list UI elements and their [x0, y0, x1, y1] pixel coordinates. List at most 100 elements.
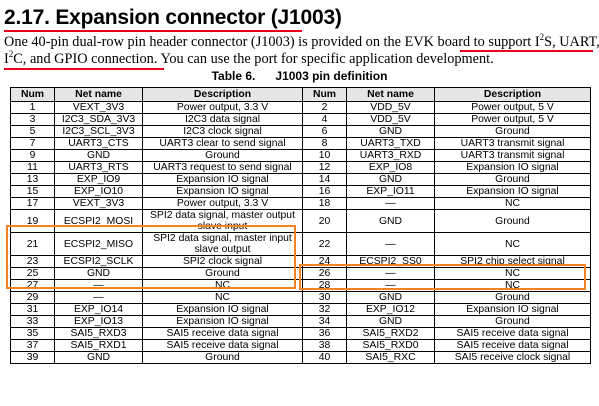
highlight-box-spi-left: [6, 225, 296, 289]
paragraph-line-1: One 40-pin dual-row pin header connector…: [4, 32, 599, 51]
net-name-cell: GND: [346, 291, 435, 304]
pin-num-cell: 14: [302, 173, 347, 186]
pin-num-cell: 3: [10, 113, 55, 126]
paragraph-underline-2: [4, 68, 164, 70]
net-name-cell: —: [346, 232, 435, 256]
table-row: 39 GND Ground 40 SAI5_RXC SAI5 receive clock …: [10, 351, 591, 364]
table-row: 29— NC 30 GND Ground: [10, 291, 591, 304]
table-row: 9 GND Ground 10 UART3_RXD UART3 transmit sign…: [10, 149, 591, 162]
table-row: 15 EXP_IO10 Expansion IO signal 16 EXP_IO11 E…: [10, 185, 591, 198]
description-cell: Expansion IO signal: [434, 303, 591, 316]
description-cell: NC: [142, 291, 303, 304]
section-title: Expansion connector (J1003): [55, 6, 342, 29]
net-name-cell: GND: [346, 315, 435, 328]
pin-num-cell: 1: [10, 101, 55, 114]
pin-num-cell: 22: [302, 232, 347, 256]
pin-num-cell: 8: [302, 137, 347, 150]
pin-num-cell: 12: [302, 161, 347, 174]
table-row: 13 EXP_IO9 Expansion IO signal 14 GND Ground: [10, 173, 591, 186]
highlight-box-spi-right: [299, 264, 586, 290]
net-name-cell: EXP_IO10: [54, 185, 143, 198]
pin-num-cell: 16: [302, 185, 347, 198]
description-cell: Expansion IO signal: [142, 303, 303, 316]
description-cell: Ground: [434, 125, 591, 138]
description-cell: Power output, 3.3 V: [142, 197, 303, 210]
net-name-cell: EXP_IO11: [346, 185, 435, 198]
net-name-cell: GND: [346, 173, 435, 186]
table-row: 33 EXP_IO13 Expansion IO signal 34 GND Ground: [10, 315, 591, 328]
description-cell: Ground: [142, 351, 303, 364]
description-cell: Expansion IO signal: [142, 315, 303, 328]
description-cell: SPI2 data signal, master input slave out…: [142, 232, 303, 256]
heading-underline: [4, 30, 302, 32]
net-name-cell: VEXT_3V3: [54, 197, 143, 210]
pin-num-cell: 33: [10, 315, 55, 328]
table-row: 35 SAI5_RXD3 SAI5 receive data signal 36 SAI…: [10, 327, 591, 340]
table-caption: Table 6. J1003 pin definition: [211, 69, 388, 83]
pin-num-cell: 38: [302, 339, 347, 352]
net-name-cell: —: [346, 197, 435, 210]
description-cell: SAI5 receive data signal: [142, 327, 303, 340]
description-cell: UART3 request to send signal: [142, 161, 303, 174]
net-name-cell: SAI5_RXD0: [346, 339, 435, 352]
description-cell: UART3 clear to send signal: [142, 137, 303, 150]
description-cell: Expansion IO signal: [142, 173, 303, 186]
net-name-cell: SAI5_RXD3: [54, 327, 143, 340]
net-name-cell: UART3_RXD: [346, 149, 435, 162]
net-name-cell: SAI5_RXD2: [346, 327, 435, 340]
net-name-cell: EXP_IO14: [54, 303, 143, 316]
pin-definition-table: Num Net name Description Num Net name Descrip…: [10, 87, 591, 364]
pin-num-cell: 10: [302, 149, 347, 162]
pin-num-cell: 18: [302, 197, 347, 210]
pin-num-cell: 29: [10, 291, 55, 304]
pin-num-cell: 15: [10, 185, 55, 198]
paragraph-underline-1: [460, 50, 593, 52]
pin-num-cell: 9: [10, 149, 55, 162]
header-description: Description: [142, 87, 303, 102]
description-cell: NC: [434, 197, 591, 210]
table-row: 31 EXP_IO14 Expansion IO signal 32 EXP_IO12 E…: [10, 303, 591, 316]
description-cell: Power output, 3.3 V: [142, 101, 303, 114]
table-header-row: Num Net name Description Num Net name Descrip…: [10, 87, 591, 102]
description-cell: SPI2 data signal, master output slave in…: [142, 209, 303, 233]
pin-num-cell: 6: [302, 125, 347, 138]
description-cell: Expansion IO signal: [434, 185, 591, 198]
table-row: 1 VEXT_3V3 Power output, 3.3 V 2 VDD_5V Power…: [10, 101, 591, 114]
header-description: Description: [434, 87, 591, 102]
pin-num-cell: 2: [302, 101, 347, 114]
pin-num-cell: 31: [10, 303, 55, 316]
header-num: Num: [302, 87, 347, 102]
net-name-cell: SAI5_RXD1: [54, 339, 143, 352]
net-name-cell: I2C3_SCL_3V3: [54, 125, 143, 138]
description-cell: Expansion IO signal: [142, 185, 303, 198]
header-net-name: Net name: [346, 87, 435, 102]
pin-num-cell: 36: [302, 327, 347, 340]
pin-num-cell: 20: [302, 209, 347, 233]
pin-num-cell: 30: [302, 291, 347, 304]
paragraph-line-2: I2C, and GPIO connection. You can use th…: [4, 49, 494, 68]
section-heading: 2.17. Expansion connector (J1003): [4, 6, 342, 30]
description-cell: UART3 transmit signal: [434, 137, 591, 150]
net-name-cell: ECSPI2_MOSI: [54, 209, 143, 233]
description-cell: Ground: [434, 173, 591, 186]
net-name-cell: GND: [54, 351, 143, 364]
net-name-cell: VDD_5V: [346, 113, 435, 126]
description-cell: Ground: [142, 149, 303, 162]
description-cell: Ground: [434, 209, 591, 233]
net-name-cell: EXP_IO12: [346, 303, 435, 316]
table-row: 37 SAI5_RXD1 SAI5 receive data signal 38 SAI…: [10, 339, 591, 352]
net-name-cell: EXP_IO13: [54, 315, 143, 328]
table-row: 21 ECSPI2_MISO SPI2 data signal, master in…: [10, 232, 591, 256]
description-cell: NC: [434, 232, 591, 256]
section-number: 2.17.: [4, 6, 50, 29]
net-name-cell: EXP_IO9: [54, 173, 143, 186]
pin-num-cell: 5: [10, 125, 55, 138]
pin-num-cell: 11: [10, 161, 55, 174]
pin-num-cell: 40: [302, 351, 347, 364]
pin-num-cell: 39: [10, 351, 55, 364]
description-cell: I2C3 data signal: [142, 113, 303, 126]
net-name-cell: VDD_5V: [346, 101, 435, 114]
pin-num-cell: 17: [10, 197, 55, 210]
pin-num-cell: 4: [302, 113, 347, 126]
description-cell: Power output, 5 V: [434, 113, 591, 126]
